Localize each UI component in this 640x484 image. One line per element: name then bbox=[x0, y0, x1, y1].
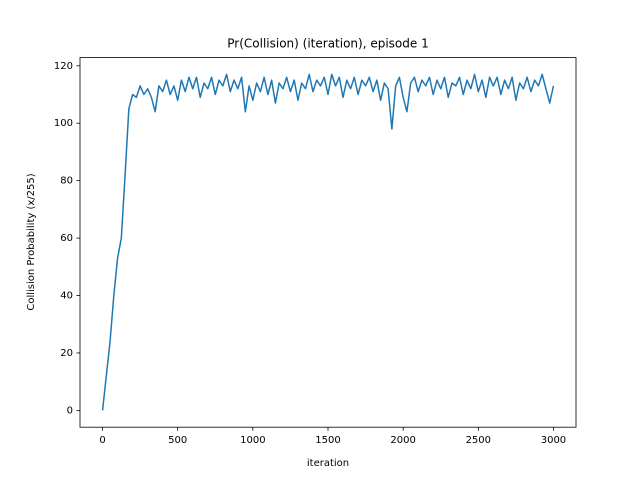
y-tick-label: 80 bbox=[60, 176, 73, 187]
x-axis-label: iteration bbox=[307, 458, 349, 469]
y-tick-label: 60 bbox=[60, 233, 73, 244]
x-tick-label: 0 bbox=[99, 435, 105, 446]
y-axis-label: Collision Probability (x/255) bbox=[26, 173, 37, 310]
y-tick-label: 40 bbox=[60, 291, 73, 302]
x-tick-label: 2500 bbox=[466, 435, 491, 446]
chart-title: Pr(Collision) (iteration), episode 1 bbox=[227, 37, 428, 51]
x-tick-label: 500 bbox=[168, 435, 187, 446]
y-tick-label: 120 bbox=[54, 61, 73, 72]
y-tick-label: 0 bbox=[67, 405, 73, 416]
y-tick-label: 100 bbox=[54, 118, 73, 129]
x-tick-label: 1000 bbox=[240, 435, 265, 446]
data-line bbox=[101, 73, 555, 411]
x-tick-label: 1500 bbox=[315, 435, 340, 446]
x-tick-label: 3000 bbox=[541, 435, 566, 446]
plot-frame bbox=[79, 57, 577, 428]
y-tick-label: 20 bbox=[60, 348, 73, 359]
x-tick-label: 2000 bbox=[390, 435, 415, 446]
